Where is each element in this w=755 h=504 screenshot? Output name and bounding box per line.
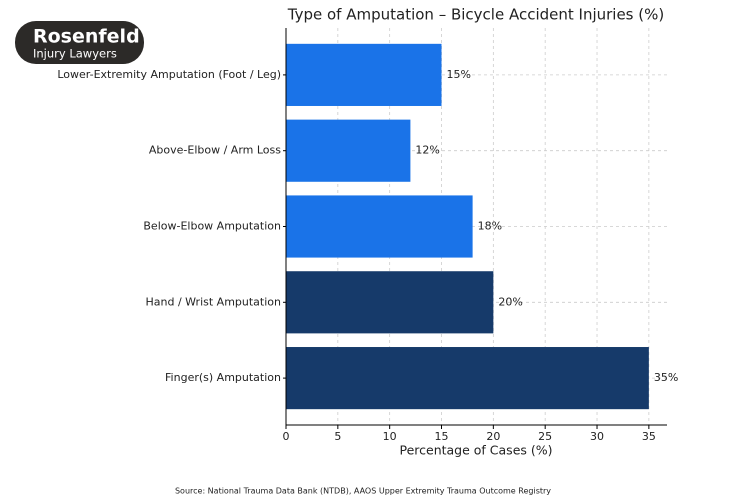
chart-title: Type of Amputation – Bicycle Accident In… <box>287 6 664 24</box>
y-tick-label: Hand / Wrist Amputation <box>146 295 282 308</box>
logo-badge <box>15 21 144 64</box>
x-axis-label: Percentage of Cases (%) <box>399 443 552 458</box>
x-tick-label: 10 <box>383 430 397 443</box>
source-note: Source: National Trauma Data Bank (NTDB)… <box>175 487 551 496</box>
value-label: 15% <box>447 68 471 81</box>
value-label: 35% <box>654 371 678 384</box>
bar <box>286 119 411 182</box>
x-tick-label: 35 <box>642 430 656 443</box>
y-tick-label: Below-Elbow Amputation <box>143 220 281 233</box>
x-tick-label: 5 <box>334 430 341 443</box>
x-tick-label: 20 <box>486 430 500 443</box>
x-tick-label: 25 <box>538 430 552 443</box>
bar <box>286 347 649 410</box>
y-tick-label: Lower-Extremity Amputation (Foot / Leg) <box>57 68 281 81</box>
x-tick-label: 15 <box>435 430 449 443</box>
y-tick-label: Above-Elbow / Arm Loss <box>149 144 281 157</box>
y-tick-label: Finger(s) Amputation <box>165 371 281 384</box>
bar <box>286 195 473 258</box>
value-label: 20% <box>498 295 522 308</box>
bar <box>286 271 494 334</box>
logo-tagline: Injury Lawyers <box>33 47 117 61</box>
logo-name: Rosenfeld <box>33 26 140 48</box>
value-label: 18% <box>478 220 502 233</box>
value-label: 12% <box>415 144 439 157</box>
bar <box>286 43 442 106</box>
x-tick-label: 0 <box>283 430 290 443</box>
x-tick-label: 30 <box>590 430 604 443</box>
